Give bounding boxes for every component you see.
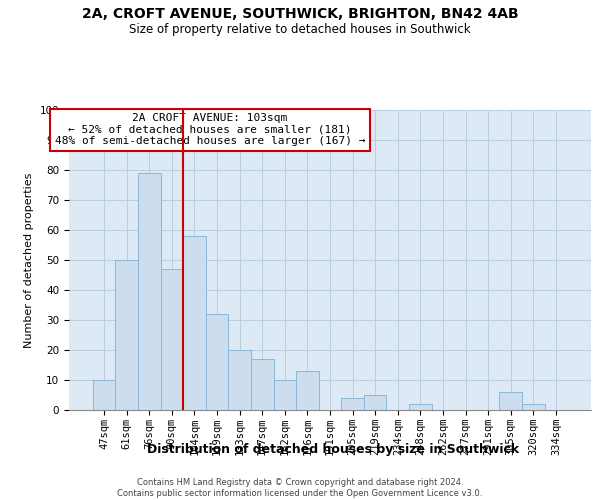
Bar xyxy=(183,236,206,410)
Text: 2A, CROFT AVENUE, SOUTHWICK, BRIGHTON, BN42 4AB: 2A, CROFT AVENUE, SOUTHWICK, BRIGHTON, B… xyxy=(82,8,518,22)
Bar xyxy=(93,380,115,410)
Bar xyxy=(161,269,183,410)
Bar xyxy=(138,173,161,410)
Bar xyxy=(296,371,319,410)
Bar xyxy=(409,404,431,410)
Bar xyxy=(364,395,386,410)
Bar xyxy=(341,398,364,410)
Text: Distribution of detached houses by size in Southwick: Distribution of detached houses by size … xyxy=(147,442,519,456)
Bar xyxy=(115,260,138,410)
Bar xyxy=(251,359,274,410)
Bar xyxy=(522,404,545,410)
Bar xyxy=(206,314,229,410)
Bar xyxy=(499,392,522,410)
Bar xyxy=(229,350,251,410)
Y-axis label: Number of detached properties: Number of detached properties xyxy=(24,172,34,348)
Text: 2A CROFT AVENUE: 103sqm
← 52% of detached houses are smaller (181)
48% of semi-d: 2A CROFT AVENUE: 103sqm ← 52% of detache… xyxy=(55,113,365,146)
Bar xyxy=(274,380,296,410)
Text: Contains HM Land Registry data © Crown copyright and database right 2024.
Contai: Contains HM Land Registry data © Crown c… xyxy=(118,478,482,498)
Text: Size of property relative to detached houses in Southwick: Size of property relative to detached ho… xyxy=(129,22,471,36)
